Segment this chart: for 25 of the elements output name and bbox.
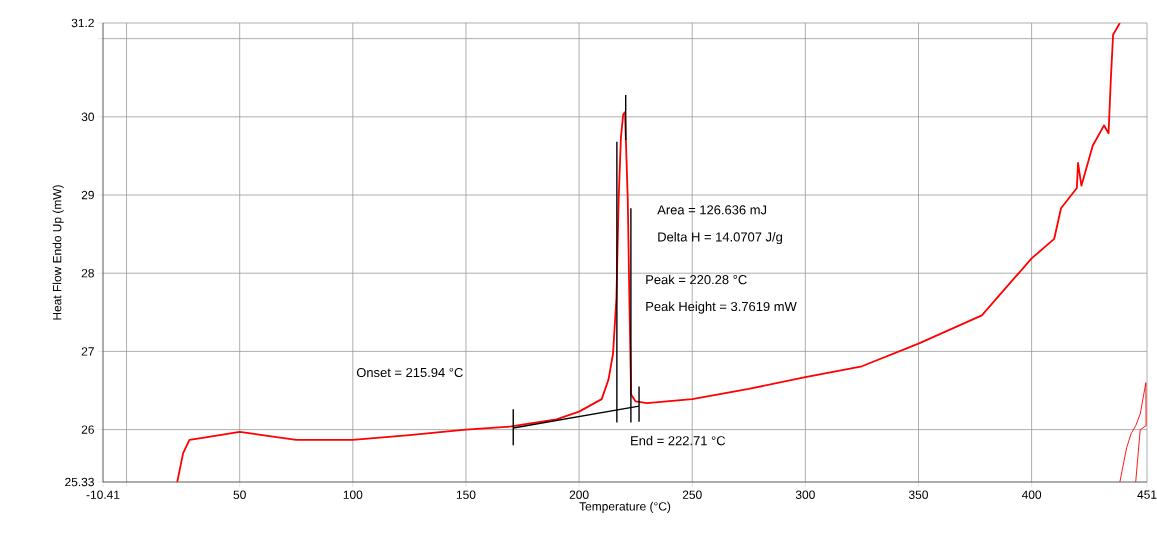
y-tick-label: 26 xyxy=(81,425,94,434)
x-tick-label: 150 xyxy=(456,490,476,499)
annotation: Delta H = 14.0707 J/g xyxy=(658,231,783,245)
y-tick-label: 31.2 xyxy=(71,18,94,28)
x-axis-title: Temperature (°C) xyxy=(579,501,671,513)
x-tick-label: 451 xyxy=(1137,490,1157,499)
y-tick-label: 27 xyxy=(81,347,94,356)
x-tick-label: 400 xyxy=(1021,490,1042,499)
y-tick-label: 28 xyxy=(81,268,94,278)
annotation: Peak = 220.28 °C xyxy=(646,274,747,285)
x-tick-label: 350 xyxy=(908,490,928,499)
y-tick-label: 30 xyxy=(81,112,95,122)
annotation: End = 222.71 °C xyxy=(631,435,726,446)
x-tick-label: 200 xyxy=(569,490,589,499)
y-axis-title: Heat Flow Endo Up (mW) xyxy=(52,185,64,320)
annotation: Onset = 215.94 °C xyxy=(356,367,463,378)
x-tick-label: 250 xyxy=(682,490,702,499)
annotation: Peak Height = 3.7619 mW xyxy=(646,301,797,314)
x-tick-label: 100 xyxy=(343,490,363,499)
x-tick-label: -10.41 xyxy=(86,490,120,499)
x-tick-label: 300 xyxy=(795,490,815,499)
y-tick-label: 25.33 xyxy=(65,477,94,487)
x-tick-label: 50 xyxy=(233,490,246,499)
y-tick-label: 29 xyxy=(81,190,94,200)
annotation: Area = 126.636 mJ xyxy=(657,205,767,215)
